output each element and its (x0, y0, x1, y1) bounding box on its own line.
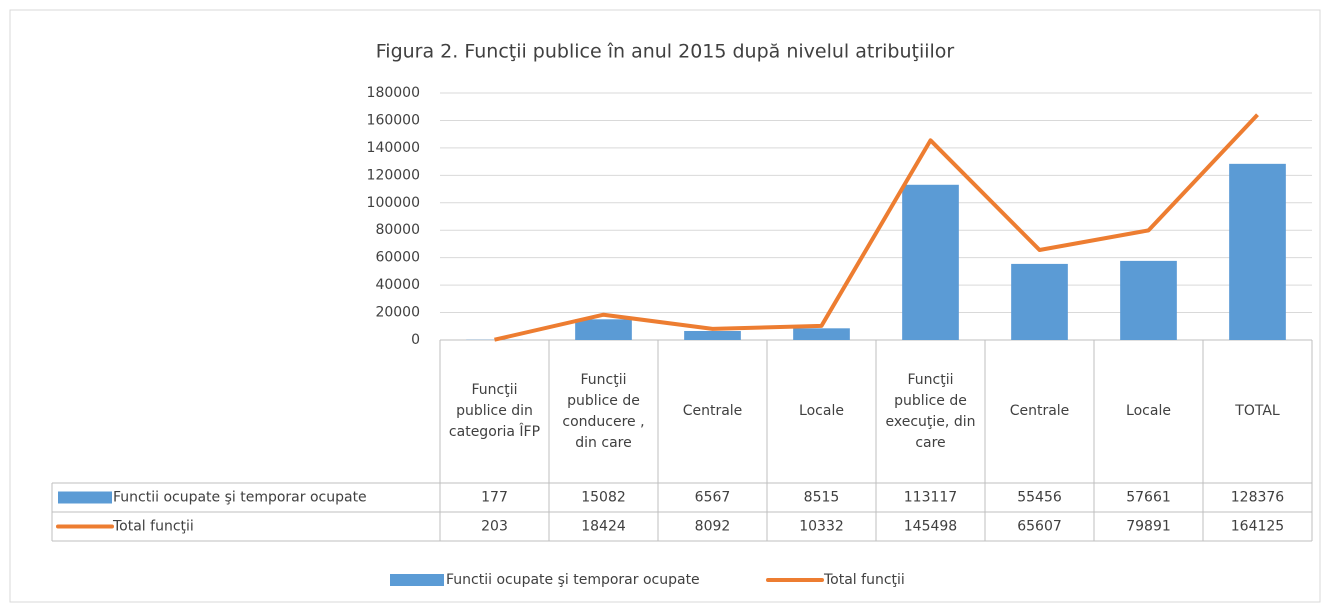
table-value: 57661 (1126, 490, 1171, 506)
category-cell: TOTAL (1235, 403, 1280, 419)
legend-swatch (390, 574, 444, 586)
y-tick-label: 80000 (375, 222, 420, 238)
legend-swatch (58, 491, 112, 504)
chart-frame (9, 9, 1321, 603)
table-value: 128376 (1231, 490, 1285, 506)
category-cell: Funcţii publice din categoria ÎFP (448, 382, 541, 440)
legend-label: Functii ocupate şi temporar ocupate (446, 572, 700, 588)
x-tick-label: Centrale (682, 403, 743, 419)
x-tick-label: Locale (799, 403, 844, 419)
y-tick-label: 120000 (367, 167, 420, 183)
legend-label: Total funcţii (112, 519, 194, 535)
line (494, 113, 1259, 342)
table-value: 8092 (695, 519, 731, 535)
legend-label: Functii ocupate şi temporar ocupate (113, 490, 367, 506)
table-value: 113117 (904, 490, 957, 506)
category-cell: Locale (799, 403, 844, 419)
x-tick-label: Funcţii publice de execuţie, din care (885, 371, 976, 451)
table-value: 65607 (1017, 519, 1062, 535)
table-value: 18424 (581, 519, 626, 535)
bar (1229, 163, 1286, 340)
table-value: 203 (481, 519, 508, 535)
y-tick-label: 40000 (375, 277, 420, 293)
category-cell: Centrale (1009, 403, 1070, 419)
x-tick-label: Funcţii publice din categoria ÎFP (448, 382, 541, 440)
y-tick-label: 160000 (367, 112, 420, 128)
x-tick-label: Centrale (1009, 403, 1070, 419)
y-tick-label: 60000 (375, 250, 420, 266)
category-cell: Locale (1126, 403, 1171, 419)
bar (575, 319, 632, 340)
bar (684, 330, 741, 340)
y-tick-label: 100000 (367, 195, 420, 211)
bar (1011, 263, 1068, 340)
x-tick-label: TOTAL (1235, 403, 1280, 419)
bar (902, 184, 959, 340)
table-value: 8515 (804, 490, 840, 506)
table-value: 55456 (1017, 490, 1062, 506)
bar (793, 328, 850, 340)
category-cell: Funcţii publice de execuţie, din care (885, 371, 976, 451)
table-value: 15082 (581, 490, 626, 506)
category-cell: Funcţii publice de conducere , din care (562, 371, 645, 451)
x-tick-label: Locale (1126, 403, 1171, 419)
table-value: 6567 (695, 490, 731, 506)
y-tick-label: 180000 (367, 85, 420, 101)
table-value: 164125 (1231, 519, 1284, 535)
category-cell: Centrale (682, 403, 743, 419)
chart-title: Figura 2. Funcţii publice în anul 2015 d… (376, 41, 955, 63)
y-tick-label: 140000 (367, 140, 420, 156)
table-value: 145498 (904, 519, 957, 535)
table-value: 79891 (1126, 519, 1171, 535)
table-value: 177 (481, 490, 508, 506)
y-tick-label: 20000 (375, 305, 420, 321)
y-tick-label: 0 (411, 332, 420, 348)
table-value: 10332 (799, 519, 844, 535)
bar (1120, 260, 1177, 340)
x-tick-label: Funcţii publice de conducere , din care (562, 371, 645, 451)
legend-label: Total funcţii (823, 572, 905, 588)
